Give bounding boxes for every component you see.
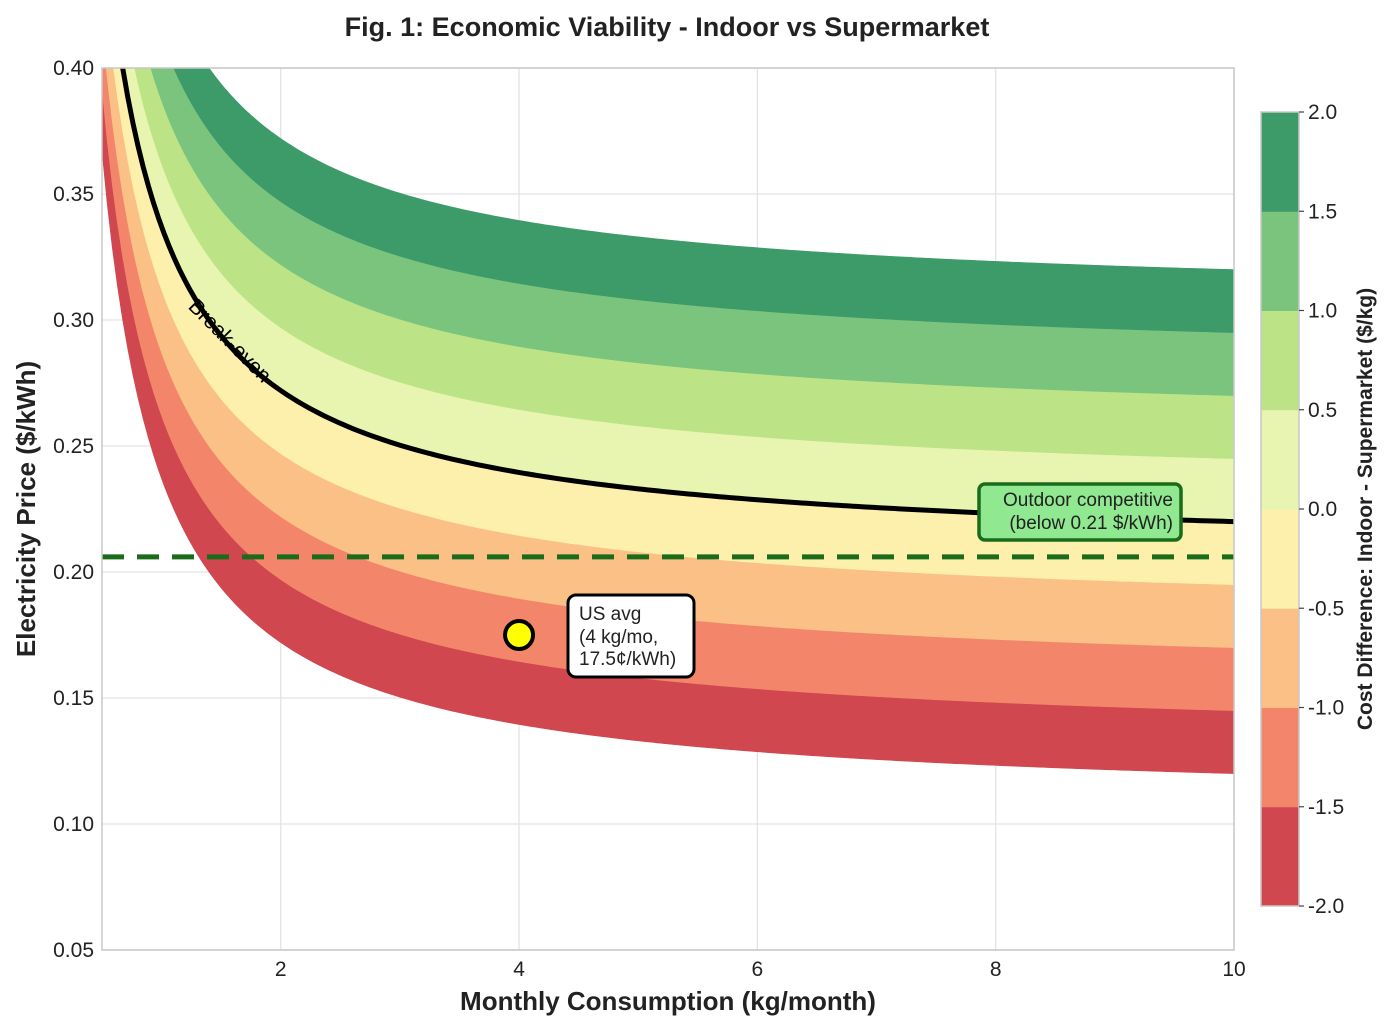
colorbar-tick-label: -1.0 — [1308, 697, 1344, 720]
colorbar-segment — [1261, 707, 1299, 808]
contour-band — [173, 68, 1234, 333]
x-tick-label: 4 — [513, 958, 525, 981]
colorbar-label: Cost Difference: Indoor - Supermarket ($… — [1354, 288, 1377, 730]
colorbar-segment — [1261, 608, 1299, 708]
colorbar-tick-label: -2.0 — [1308, 895, 1344, 918]
us-avg-point — [503, 619, 536, 651]
y-tick-label: 0.40 — [53, 57, 94, 80]
colorbar-ticks: 2.0 1.5 1.0 0.5 0.0 -0.5 -1.0 -1.5 -2.0 — [1299, 101, 1344, 918]
us-avg-annotation-box — [566, 593, 696, 679]
y-axis-label: Electricity Price ($/kWh) — [11, 361, 41, 657]
colorbar-segment — [1261, 409, 1299, 510]
y-tick-label: 0.30 — [53, 309, 94, 332]
y-tick-label: 0.25 — [53, 435, 94, 458]
colorbar-segment — [1261, 509, 1299, 609]
colorbar-tick-label: -1.5 — [1308, 796, 1344, 819]
colorbar-tick-label: 1.0 — [1308, 300, 1337, 323]
contour-bands — [102, 68, 1234, 774]
colorbar-segment — [1261, 112, 1299, 212]
outdoor-annotation-line1: Outdoor competitive — [1003, 490, 1173, 511]
y-axis-ticks: 0.05 0.10 0.15 0.20 0.25 0.30 0.35 0.40 — [53, 57, 94, 962]
y-tick-label: 0.05 — [53, 939, 94, 962]
colorbar-segment — [1261, 806, 1299, 907]
y-tick-label: 0.10 — [53, 813, 94, 836]
chart-title: Fig. 1: Economic Viability - Indoor vs S… — [345, 12, 990, 42]
x-tick-label: 8 — [990, 958, 1002, 981]
us-avg-annotation-line1: US avg — [579, 604, 641, 625]
y-tick-label: 0.35 — [53, 183, 94, 206]
outdoor-annotation: Outdoor competitive (below 0.21 $/kWh) — [977, 482, 1183, 542]
outdoor-annotation-box — [977, 482, 1183, 542]
colorbar-segment — [1261, 310, 1299, 411]
x-axis-ticks: 2 4 6 8 10 — [275, 958, 1246, 981]
outdoor-annotation-line2: (below 0.21 $/kWh) — [1009, 513, 1173, 534]
colorbar — [1261, 112, 1299, 907]
us-avg-annotation-line2: (4 kg/mo, — [579, 627, 658, 648]
colorbar-tick-label: -0.5 — [1308, 597, 1344, 620]
x-tick-label: 2 — [275, 958, 287, 981]
x-tick-label: 10 — [1222, 958, 1245, 981]
colorbar-tick-label: 0.0 — [1308, 498, 1337, 521]
us-avg-annotation-line3: 17.5¢/kWh) — [579, 649, 676, 670]
y-tick-label: 0.15 — [53, 687, 94, 710]
us-avg-annotation: US avg (4 kg/mo, 17.5¢/kWh) — [566, 593, 696, 679]
x-axis-label: Monthly Consumption (kg/month) — [460, 986, 876, 1016]
colorbar-tick-label: 0.5 — [1308, 399, 1337, 422]
y-tick-label: 0.20 — [53, 561, 94, 584]
colorbar-tick-label: 1.5 — [1308, 200, 1337, 223]
colorbar-tick-label: 2.0 — [1308, 101, 1337, 124]
x-tick-label: 6 — [752, 958, 764, 981]
plot-frame — [101, 67, 1235, 951]
colorbar-segment — [1261, 211, 1299, 311]
